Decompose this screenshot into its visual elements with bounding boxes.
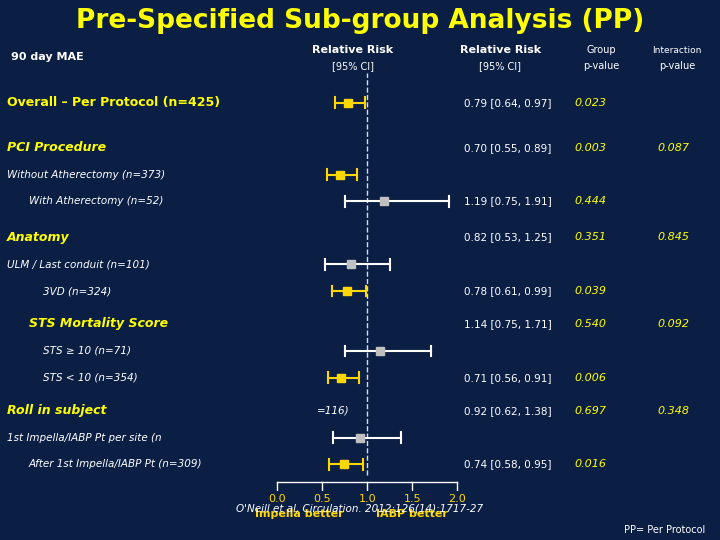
Text: 0.039: 0.039 <box>575 286 606 296</box>
Text: 0.087: 0.087 <box>657 143 689 153</box>
Text: STS Mortality Score: STS Mortality Score <box>29 318 168 330</box>
Text: 0.74 [0.58, 0.95]: 0.74 [0.58, 0.95] <box>464 460 552 469</box>
Text: Relative Risk: Relative Risk <box>312 45 393 55</box>
Text: p-value: p-value <box>659 61 695 71</box>
Text: IABP better: IABP better <box>377 509 448 519</box>
Text: ULM / Last conduit (n=101): ULM / Last conduit (n=101) <box>7 259 150 269</box>
Text: Relative Risk: Relative Risk <box>460 45 541 55</box>
Text: p-value: p-value <box>583 61 619 71</box>
Text: Impella better: Impella better <box>256 509 344 519</box>
Text: 0.79 [0.64, 0.97]: 0.79 [0.64, 0.97] <box>464 98 552 108</box>
Text: 0.003: 0.003 <box>575 143 606 153</box>
Text: [95% CI]: [95% CI] <box>480 61 521 71</box>
Text: PP= Per Protocol: PP= Per Protocol <box>624 525 706 535</box>
Text: 0.023: 0.023 <box>575 98 606 108</box>
Text: 0.444: 0.444 <box>575 197 606 206</box>
Text: Without Atherectomy (n=373): Without Atherectomy (n=373) <box>7 170 166 179</box>
Text: =116): =116) <box>317 406 349 416</box>
Text: 1.5: 1.5 <box>403 495 421 504</box>
Text: 0.0: 0.0 <box>269 495 286 504</box>
Text: 0.845: 0.845 <box>657 232 689 242</box>
Text: 2.0: 2.0 <box>449 495 466 504</box>
Text: 0.70 [0.55, 0.89]: 0.70 [0.55, 0.89] <box>464 143 552 153</box>
Text: Overall – Per Protocol (n=425): Overall – Per Protocol (n=425) <box>7 96 220 109</box>
Text: 3VD (n=324): 3VD (n=324) <box>43 286 112 296</box>
Text: 1.14 [0.75, 1.71]: 1.14 [0.75, 1.71] <box>464 319 552 329</box>
Text: STS ≥ 10 (n=71): STS ≥ 10 (n=71) <box>43 346 131 356</box>
Text: Roll in subject: Roll in subject <box>7 404 107 417</box>
Text: STS < 10 (n=354): STS < 10 (n=354) <box>43 373 138 383</box>
Text: Anatomy: Anatomy <box>7 231 70 244</box>
Text: After 1st Impella/IABP Pt (n=309): After 1st Impella/IABP Pt (n=309) <box>29 460 202 469</box>
Text: Group: Group <box>586 45 616 55</box>
Text: 0.540: 0.540 <box>575 319 606 329</box>
Text: 1.0: 1.0 <box>359 495 376 504</box>
Text: 0.92 [0.62, 1.38]: 0.92 [0.62, 1.38] <box>464 406 552 416</box>
Text: 0.697: 0.697 <box>575 406 606 416</box>
Text: 0.351: 0.351 <box>575 232 606 242</box>
Text: O'Neill et al, Circulation. 2012;126(14):1717-27: O'Neill et al, Circulation. 2012;126(14)… <box>236 503 484 514</box>
Text: 0.348: 0.348 <box>657 406 689 416</box>
Text: 1.19 [0.75, 1.91]: 1.19 [0.75, 1.91] <box>464 197 552 206</box>
Text: 90 day MAE: 90 day MAE <box>11 52 84 62</box>
Text: 0.78 [0.61, 0.99]: 0.78 [0.61, 0.99] <box>464 286 552 296</box>
Text: [95% CI]: [95% CI] <box>332 61 374 71</box>
Text: 0.82 [0.53, 1.25]: 0.82 [0.53, 1.25] <box>464 232 552 242</box>
Text: 0.092: 0.092 <box>657 319 689 329</box>
Text: 0.5: 0.5 <box>313 495 331 504</box>
Text: 0.71 [0.56, 0.91]: 0.71 [0.56, 0.91] <box>464 373 552 383</box>
Text: Pre-Specified Sub-group Analysis (PP): Pre-Specified Sub-group Analysis (PP) <box>76 8 644 33</box>
Text: PCI Procedure: PCI Procedure <box>7 141 107 154</box>
Text: 1st Impella/IABP Pt per site (n: 1st Impella/IABP Pt per site (n <box>7 433 162 443</box>
Text: 0.006: 0.006 <box>575 373 606 383</box>
Text: 0.016: 0.016 <box>575 460 606 469</box>
Text: Interaction: Interaction <box>652 46 701 55</box>
Text: With Atherectomy (n=52): With Atherectomy (n=52) <box>29 197 163 206</box>
